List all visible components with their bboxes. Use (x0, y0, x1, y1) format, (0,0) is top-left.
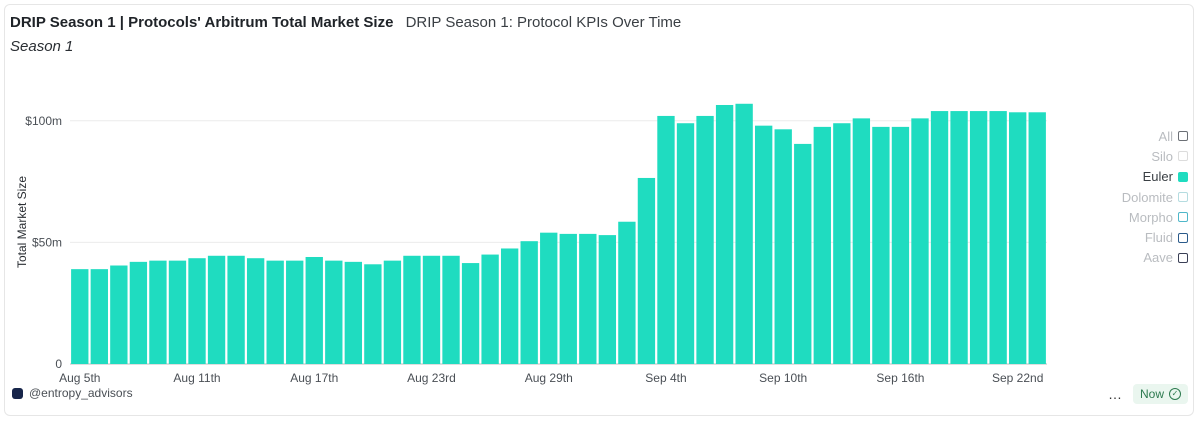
bar (168, 260, 187, 364)
bar (344, 261, 362, 364)
bar (500, 248, 519, 364)
bar (755, 125, 773, 364)
bar (930, 111, 949, 365)
bar (90, 269, 108, 364)
legend-item-aave[interactable]: Aave (1143, 248, 1188, 268)
bar (422, 255, 441, 364)
bar (481, 254, 499, 364)
legend-swatch-all (1178, 131, 1188, 142)
bar (618, 221, 636, 364)
bar (520, 241, 538, 364)
legend-label-dolomite: Dolomite (1121, 189, 1173, 205)
legend-swatch-silo (1178, 151, 1188, 162)
refresh-status-badge[interactable]: Now ✓ (1132, 384, 1188, 404)
bar (598, 235, 617, 364)
legend-swatch-euler (1178, 171, 1188, 182)
season-label: Season 1 (10, 38, 74, 55)
footer-attribution: @entropy_advisors (12, 386, 133, 400)
bar (403, 255, 421, 364)
author-handle[interactable]: @entropy_advisors (29, 386, 133, 400)
legend-swatch-dolomite (1178, 192, 1188, 203)
bar (364, 264, 382, 364)
dashboard-link[interactable]: DRIP Season 1: Protocol KPIs Over Time (405, 14, 682, 31)
legend-label-euler: Euler (1142, 169, 1173, 185)
bar (715, 104, 734, 364)
bar (735, 103, 753, 364)
bar (246, 258, 265, 364)
bar (383, 260, 402, 364)
bar (442, 255, 460, 364)
legend-item-fluid[interactable]: Fluid (1145, 227, 1188, 247)
bar (110, 265, 128, 364)
entropy-logo-icon (12, 387, 23, 399)
x-tick-label: Sep 10th (759, 371, 807, 385)
bar (559, 233, 577, 364)
bar (911, 118, 929, 364)
legend-label-aave: Aave (1143, 250, 1173, 266)
chart-title: DRIP Season 1 | Protocols' Arbitrum Tota… (10, 14, 394, 31)
legend-item-euler[interactable]: Euler (1143, 167, 1188, 187)
chart-header: DRIP Season 1 | Protocols' Arbitrum Tota… (10, 14, 681, 31)
bar (696, 115, 714, 364)
bar (852, 118, 871, 364)
x-tick-label: Aug 11th (173, 371, 220, 385)
x-tick-label: Sep 4th (645, 371, 686, 385)
bar (676, 123, 695, 365)
legend-item-silo[interactable]: Silo (1151, 146, 1188, 166)
bar (579, 233, 597, 364)
bar (266, 260, 284, 364)
bar (794, 143, 812, 364)
legend-label-silo: Silo (1151, 148, 1173, 164)
x-tick-label: Aug 29th (525, 371, 573, 385)
bar (71, 269, 89, 364)
legend-swatch-morpho (1178, 212, 1188, 223)
bar (950, 111, 968, 365)
legend-item-dolomite[interactable]: Dolomite (1122, 187, 1188, 207)
legend-item-morpho[interactable]: Morpho (1129, 207, 1188, 227)
bar (129, 261, 148, 364)
bar (872, 126, 890, 364)
bar (891, 126, 910, 364)
legend-swatch-fluid (1178, 232, 1188, 243)
bar (207, 255, 226, 364)
legend: All Silo Euler Dolomite Morpho Fluid Aav… (1122, 126, 1188, 268)
bar (461, 263, 480, 364)
legend-swatch-aave (1178, 252, 1188, 263)
x-tick-label: Aug 5th (59, 371, 100, 385)
bar (1028, 112, 1046, 365)
bar (774, 129, 792, 364)
legend-label-fluid: Fluid (1144, 230, 1173, 246)
legend-label-morpho: Morpho (1128, 209, 1173, 225)
y-axis-title: Total Market Size (15, 176, 29, 268)
y-tick-label: $50m (32, 235, 62, 249)
more-options-icon[interactable]: … (1107, 386, 1123, 402)
bar (657, 115, 675, 364)
bar (286, 260, 304, 364)
bar (188, 258, 206, 364)
bar (149, 260, 167, 364)
x-tick-label: Sep 22nd (992, 371, 1043, 385)
bar (540, 232, 558, 364)
y-tick-label: $100m (25, 114, 62, 128)
bar (325, 260, 343, 364)
x-tick-label: Aug 23rd (407, 371, 456, 385)
bar (833, 123, 851, 365)
check-circle-icon: ✓ (1169, 388, 1181, 400)
bar (969, 111, 988, 365)
legend-item-all[interactable]: All (1159, 126, 1188, 146)
bar (637, 177, 656, 364)
bar (227, 255, 245, 364)
x-tick-label: Aug 17th (290, 371, 338, 385)
y-tick-label: 0 (55, 357, 62, 371)
refresh-status-label: Now (1139, 387, 1164, 401)
x-tick-label: Sep 16th (876, 371, 924, 385)
bar (813, 126, 831, 364)
bar (989, 111, 1007, 365)
bar (1009, 112, 1027, 365)
bar (305, 256, 323, 364)
footer-actions: … Now ✓ (1108, 384, 1188, 404)
legend-label-all: All (1158, 128, 1173, 144)
